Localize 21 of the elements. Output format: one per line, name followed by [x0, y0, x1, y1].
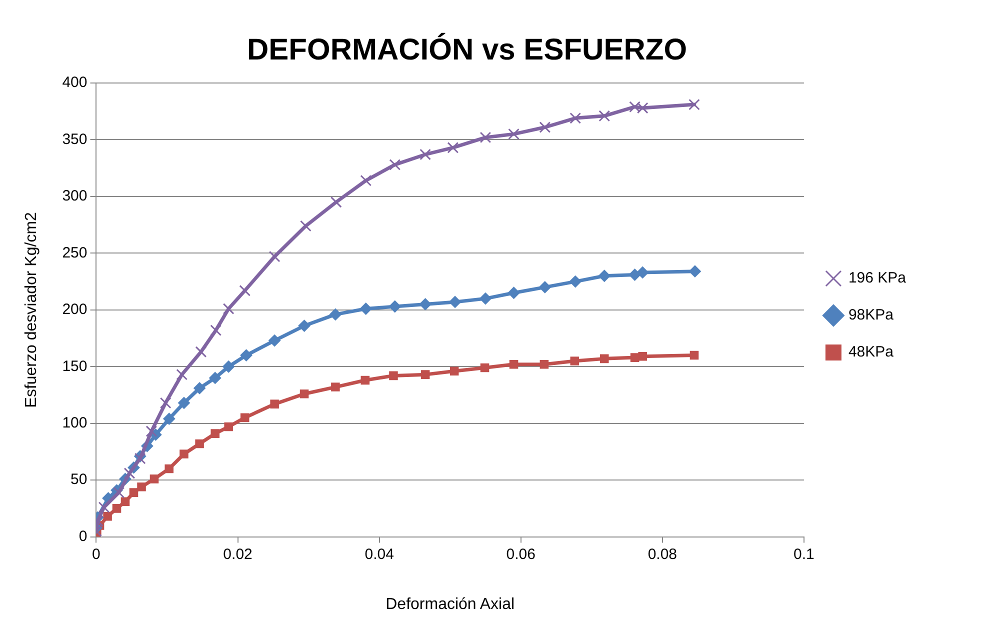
y-tick-label: 400: [62, 74, 88, 92]
x-tick-label: 0.04: [364, 546, 394, 563]
x-tick-label: 0.1: [794, 546, 814, 563]
legend-label: 48KPa: [848, 344, 894, 361]
y-tick-label: 350: [62, 130, 88, 148]
legend-label: 196 KPa: [848, 270, 907, 287]
x-tick-label: 0: [92, 546, 100, 563]
y-tick-label: 200: [62, 301, 88, 318]
y-tick-label: 300: [62, 188, 88, 205]
x-axis-title: Deformación Axial: [386, 596, 515, 613]
y-tick-label: 0: [78, 528, 88, 545]
y-tick-label: 250: [62, 244, 88, 262]
y-tick-label: 50: [70, 471, 88, 488]
y-tick-label: 100: [62, 414, 88, 432]
y-axis-title: Esfuerzo desviador Kg/cm2: [23, 212, 40, 408]
legend-label: 98KPa: [848, 306, 894, 324]
x-tick-label: 0.08: [648, 546, 678, 563]
x-tick-label: 0.02: [223, 546, 252, 563]
chart-title: DEFORMACIÓN vs ESFUERZO: [246, 32, 688, 66]
x-tick-label: 0.06: [506, 546, 536, 563]
y-tick-label: 150: [62, 358, 88, 375]
